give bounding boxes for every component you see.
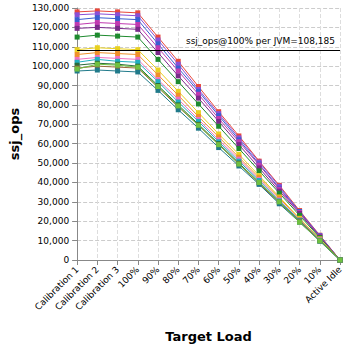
svg-text:Active Idle: Active Idle [303,264,344,305]
svg-text:70%: 70% [181,264,203,286]
svg-text:50%: 50% [221,264,243,286]
svg-text:120,000: 120,000 [32,22,69,32]
svg-text:Calibration 2: Calibration 2 [53,264,101,313]
svg-text:80%: 80% [161,264,183,286]
svg-text:60,000: 60,000 [38,139,70,149]
svg-text:130,000: 130,000 [32,3,69,13]
svg-text:100,000: 100,000 [32,61,69,71]
svg-text:40,000: 40,000 [38,177,70,187]
svg-text:80,000: 80,000 [38,100,70,110]
svg-text:ssj_ops: ssj_ops [7,108,23,161]
svg-text:100%: 100% [116,264,142,290]
svg-text:Calibration 3: Calibration 3 [73,264,121,312]
svg-text:70,000: 70,000 [38,119,70,129]
svg-text:30,000: 30,000 [38,197,70,207]
svg-text:110,000: 110,000 [32,42,69,52]
svg-text:60%: 60% [201,264,223,286]
svg-text:30%: 30% [262,264,284,286]
svg-text:10,000: 10,000 [38,236,70,246]
svg-text:20%: 20% [282,264,304,286]
svg-text:0: 0 [63,255,69,265]
svg-text:10%: 10% [302,264,324,286]
svg-text:50,000: 50,000 [38,158,70,168]
svg-text:Target Load: Target Load [165,329,252,344]
svg-text:ssj_ops@100% per JVM=108,185: ssj_ops@100% per JVM=108,185 [186,36,335,46]
svg-text:40%: 40% [241,264,263,286]
svg-text:Calibration 1: Calibration 1 [32,264,81,313]
svg-text:20,000: 20,000 [38,216,70,226]
svg-text:90%: 90% [140,264,162,286]
svg-text:90,000: 90,000 [38,81,70,91]
